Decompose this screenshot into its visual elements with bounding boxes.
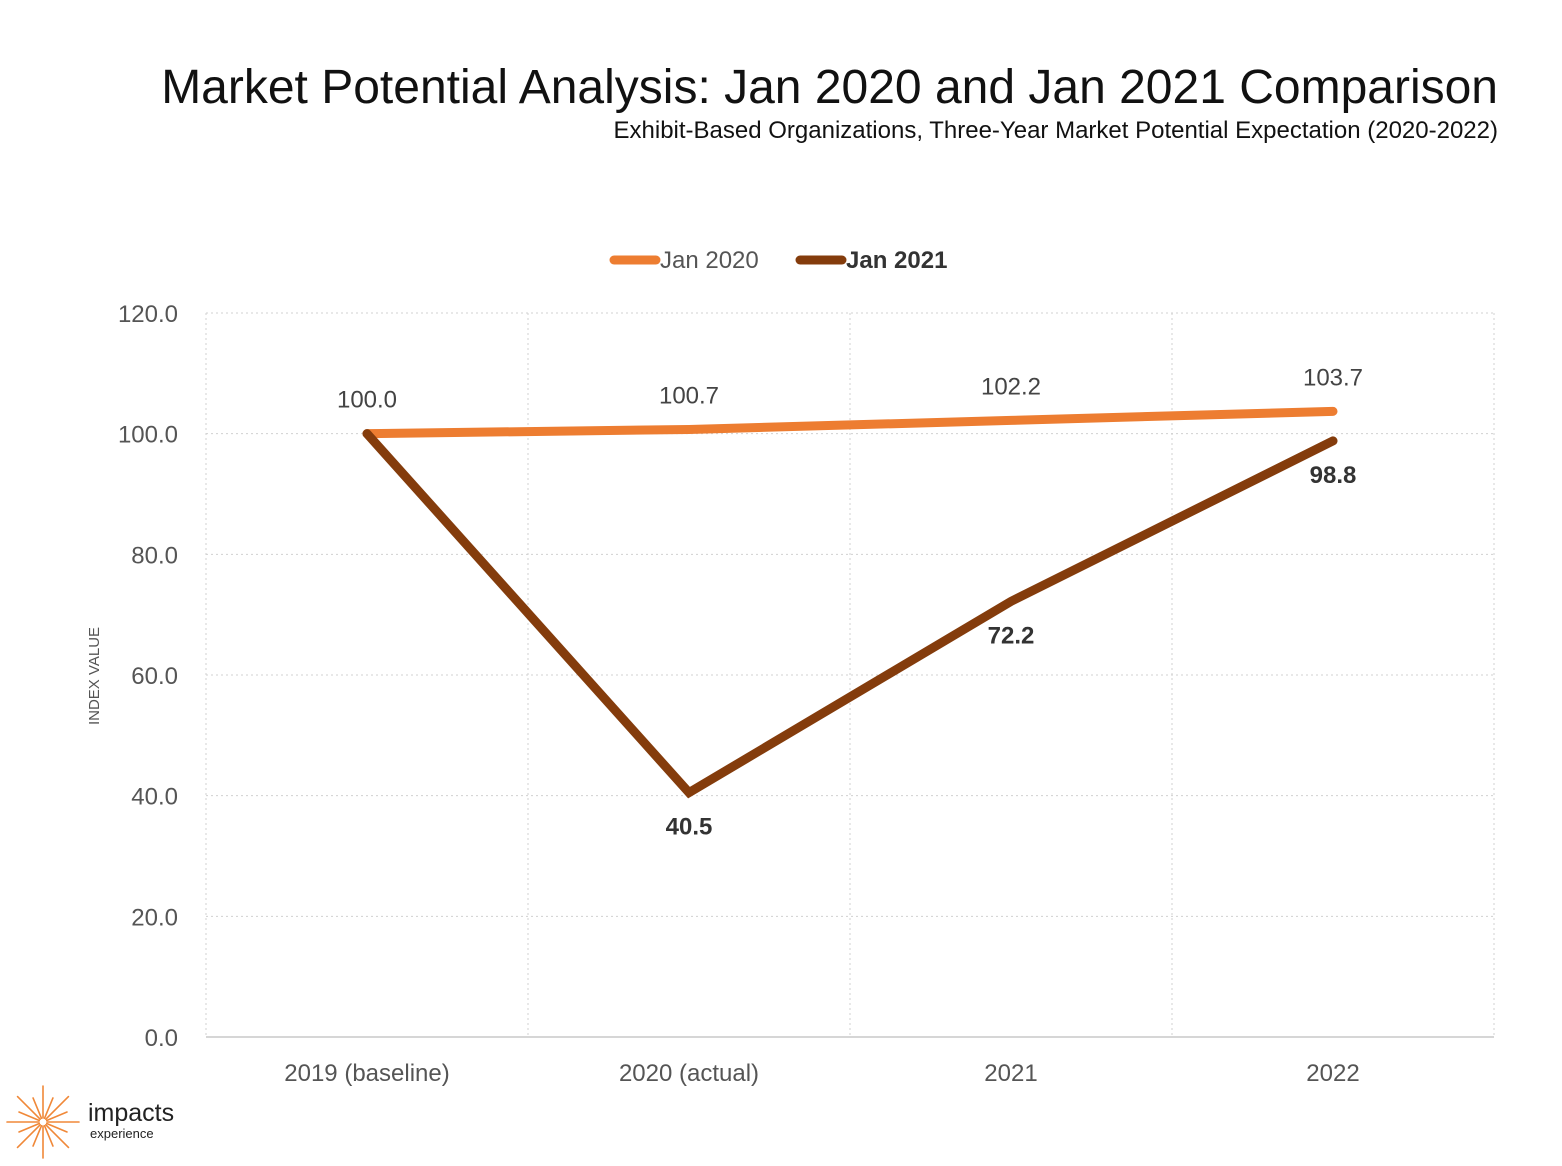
impacts-experience-logo: impacts experience xyxy=(6,1085,174,1159)
data-label: 103.7 xyxy=(1303,364,1363,391)
y-tick-label: 120.0 xyxy=(118,301,178,328)
chart-subtitle: Exhibit-Based Organizations, Three-Year … xyxy=(613,117,1499,144)
y-tick-label: 60.0 xyxy=(131,663,178,690)
starburst-ray xyxy=(45,1124,70,1149)
data-label: 102.2 xyxy=(981,373,1041,400)
starburst-ray xyxy=(45,1111,68,1122)
y-tick-labels: 0.0 20.0 40.0 60.0 80.0 100.0 120.0 xyxy=(118,301,178,1052)
y-axis-label: INDEX VALUE xyxy=(86,627,103,725)
starburst-ray xyxy=(45,1095,70,1120)
series-lines xyxy=(362,406,1338,799)
x-tick-label: 2021 xyxy=(984,1060,1037,1087)
legend-label: Jan 2021 xyxy=(846,247,947,274)
y-tick-label: 0.0 xyxy=(145,1025,178,1052)
x-tick-label: 2020 (actual) xyxy=(619,1060,759,1087)
starburst-ray xyxy=(43,1097,54,1120)
x-tick-label: 2019 (baseline) xyxy=(284,1060,449,1087)
starburst-ray xyxy=(45,1122,68,1133)
logo-subword: experience xyxy=(90,1126,154,1141)
chart-title: Market Potential Analysis: Jan 2020 and … xyxy=(161,61,1498,114)
y-tick-label: 20.0 xyxy=(131,904,178,931)
starburst-ray xyxy=(16,1124,41,1149)
starburst-ray xyxy=(18,1111,41,1122)
starburst-icon xyxy=(6,1085,80,1159)
data-label: 100.7 xyxy=(659,382,719,409)
legend-label: Jan 2020 xyxy=(660,247,759,274)
starburst-ray xyxy=(16,1095,41,1120)
logo-word: impacts xyxy=(88,1099,174,1127)
x-tick-labels: 2019 (baseline) 2020 (actual) 2021 2022 xyxy=(284,1060,1359,1087)
data-labels: 100.0 100.7 102.2 103.7 40.5 72.2 98.8 xyxy=(337,364,1363,840)
data-label: 100.0 xyxy=(337,387,397,414)
y-tick-label: 80.0 xyxy=(131,542,178,569)
starburst-ray xyxy=(18,1122,41,1133)
starburst-ray xyxy=(32,1124,43,1147)
legend: Jan 2020 Jan 2021 xyxy=(609,247,947,274)
x-tick-label: 2022 xyxy=(1306,1060,1359,1087)
starburst-ray xyxy=(43,1124,54,1147)
series-line-jan-2020 xyxy=(362,406,1338,439)
starburst-ray xyxy=(32,1097,43,1120)
y-tick-label: 100.0 xyxy=(118,422,178,449)
data-label: 98.8 xyxy=(1310,462,1357,489)
data-label: 40.5 xyxy=(666,814,713,841)
y-tick-label: 40.0 xyxy=(131,784,178,811)
series-line-jan-2021 xyxy=(362,429,1338,799)
data-label: 72.2 xyxy=(988,622,1035,649)
